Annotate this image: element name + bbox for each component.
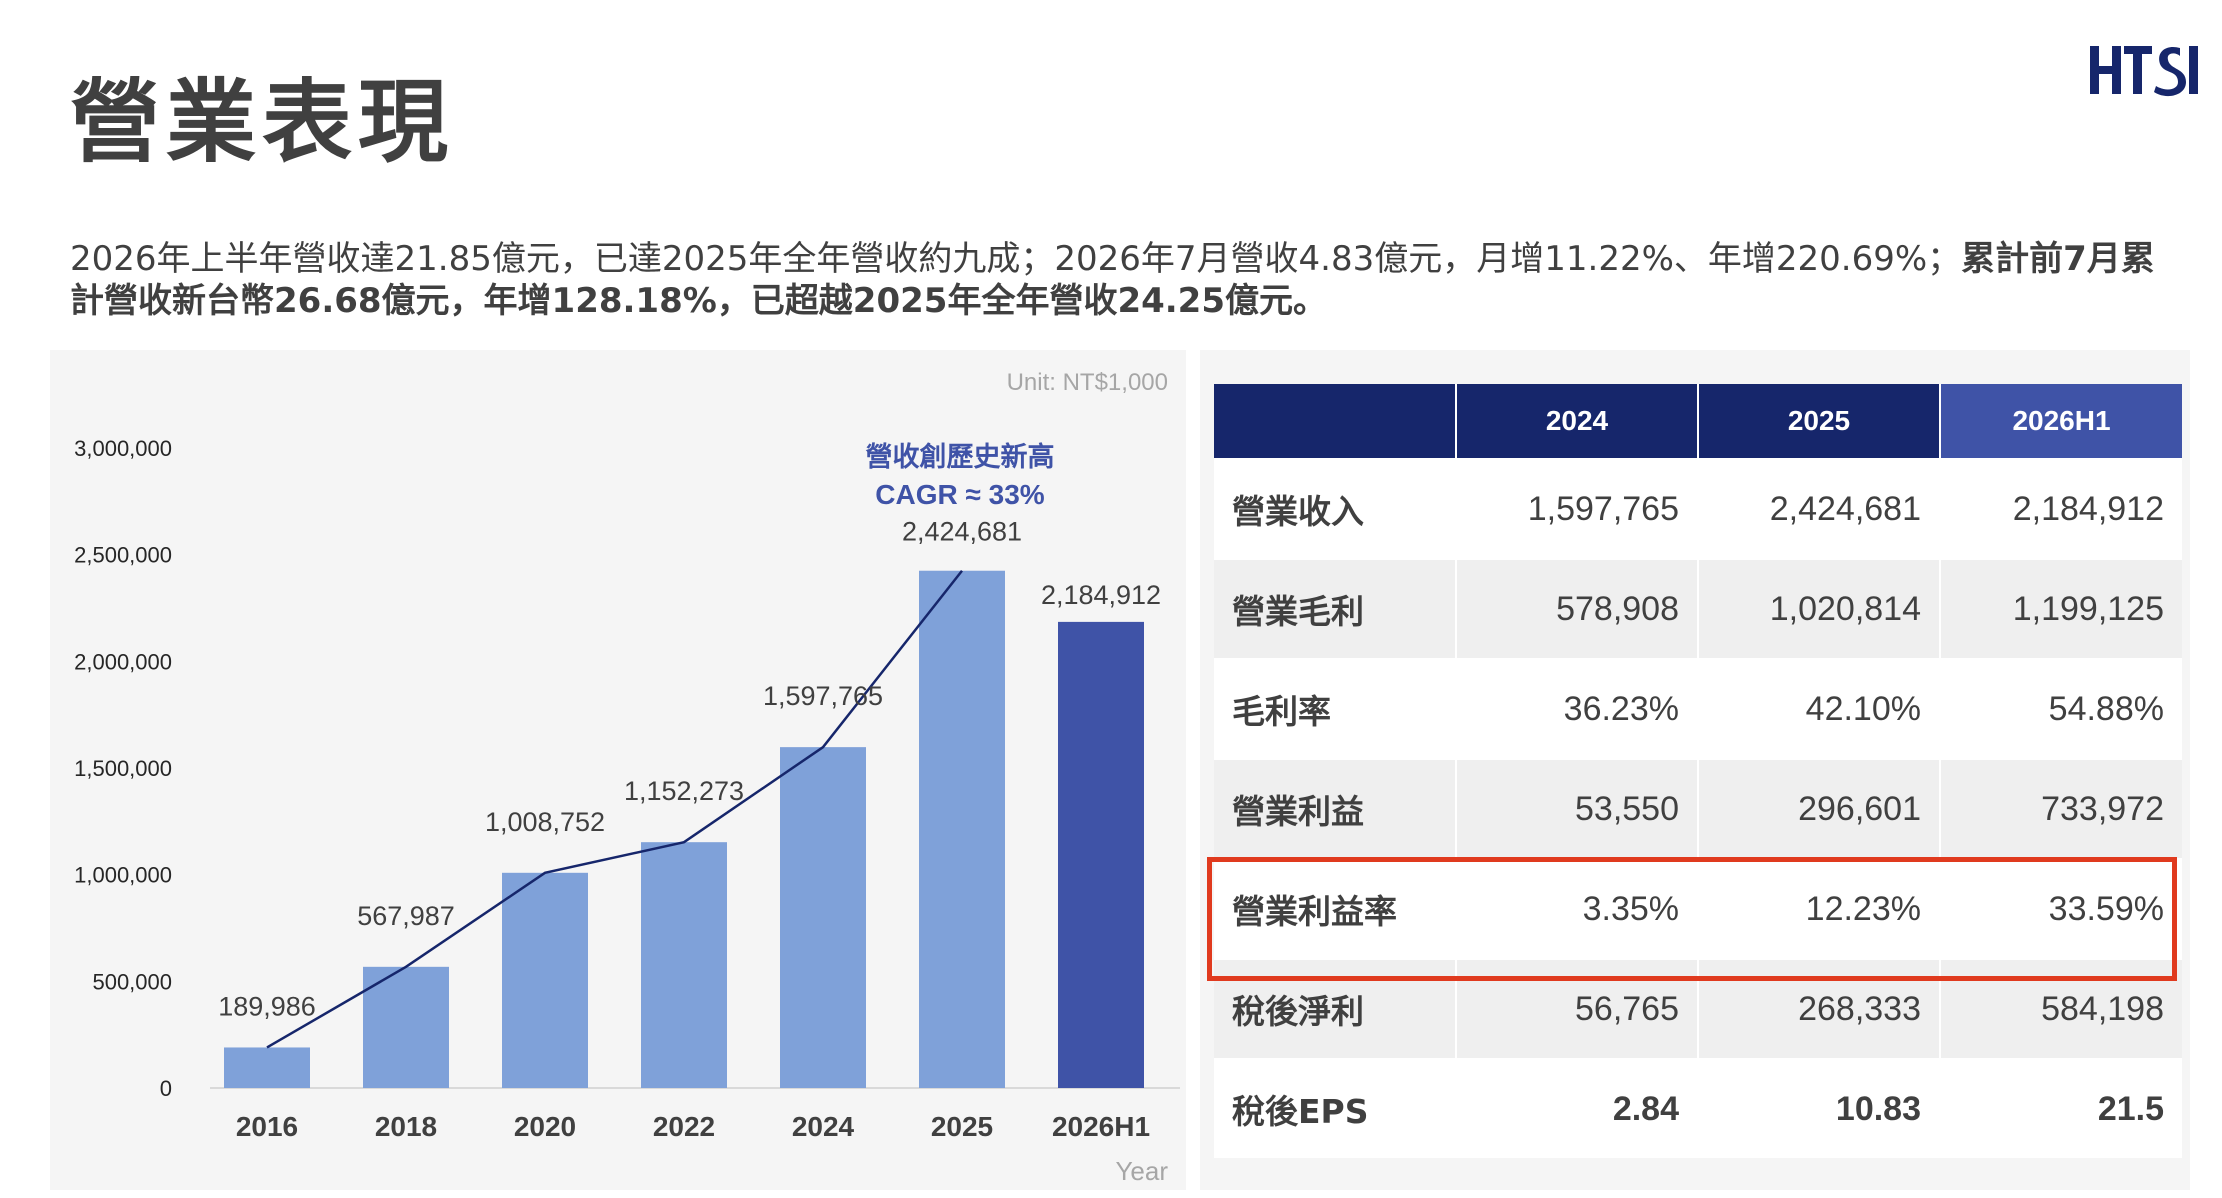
value-label-2024: 1,597,765 <box>763 681 883 711</box>
revenue-bar-chart: Unit: NT$1,000 0 500,000 1,000,000 1,500,000… <box>74 369 1180 1186</box>
table-cell: 296,601 <box>1698 758 1941 859</box>
x-tick-label-2025: 2025 <box>931 1111 993 1142</box>
table-cell: 36.23% <box>1456 658 1699 759</box>
y-tick-label: 2,000,000 <box>74 649 172 674</box>
table-cell: 53,550 <box>1456 758 1699 859</box>
table-cell: 21.5 <box>1940 1058 2182 1158</box>
table-cell: 578,908 <box>1456 558 1699 659</box>
table-cell: 1,199,125 <box>1940 558 2182 659</box>
bar-2018 <box>363 966 449 1088</box>
financial-table: 2024 2025 2026H1 營業收入 1,597,765 2,424,68… <box>1214 384 2182 1158</box>
summary-normal: 2026年上半年營收達21.85億元，已達2025年全年營收約九成；2026年7… <box>70 239 1962 279</box>
table-cell: 33.59% <box>1940 858 2182 959</box>
row-label: 營業毛利 <box>1214 558 1457 659</box>
y-tick-label: 3,000,000 <box>74 436 172 461</box>
table-cell: 1,020,814 <box>1698 558 1941 659</box>
row-label: 毛利率 <box>1214 658 1457 759</box>
value-label-2020: 1,008,752 <box>485 807 605 837</box>
bar-2020 <box>502 872 588 1088</box>
y-tick-label: 0 <box>160 1076 172 1101</box>
table-header-2026h1: 2026H1 <box>1940 384 2182 459</box>
row-label: 稅後EPS <box>1214 1058 1457 1158</box>
table-cell: 2,184,912 <box>1940 458 2182 559</box>
table-cell: 42.10% <box>1698 658 1941 759</box>
table-cell: 12.23% <box>1698 858 1941 959</box>
bar-2026H1 <box>1058 621 1144 1088</box>
annotation-cagr: CAGR ≈ 33% <box>875 479 1045 510</box>
table-cell: 54.88% <box>1940 658 2182 759</box>
row-label: 營業收入 <box>1214 458 1457 559</box>
table-row: 營業利益 53,550 296,601 733,972 <box>1214 758 2182 859</box>
financial-table-panel: 2024 2025 2026H1 營業收入 1,597,765 2,424,68… <box>1200 350 2190 1190</box>
value-label-2022: 1,152,273 <box>624 776 744 806</box>
x-tick-label-2018: 2018 <box>375 1111 437 1142</box>
bar-2016 <box>224 1047 310 1088</box>
table-cell: 2.84 <box>1456 1058 1699 1158</box>
bar-2025 <box>919 570 1005 1088</box>
revenue-chart-panel: Unit: NT$1,000 0 500,000 1,000,000 1,500,000… <box>50 350 1186 1190</box>
x-tick-label-2026H1: 2026H1 <box>1052 1111 1150 1142</box>
value-label-2016: 189,986 <box>218 991 316 1021</box>
bar-2022 <box>641 842 727 1088</box>
table-cell: 268,333 <box>1698 958 1941 1059</box>
htsi-logo <box>2090 46 2198 97</box>
value-label-2018: 567,987 <box>357 901 455 931</box>
row-label: 營業利益 <box>1214 758 1457 859</box>
y-tick-label: 2,500,000 <box>74 543 172 568</box>
table-header-2025: 2025 <box>1698 384 1941 459</box>
bar-2024 <box>780 747 866 1088</box>
table-cell: 1,597,765 <box>1456 458 1699 559</box>
table-cell: 2,424,681 <box>1698 458 1941 559</box>
annotation-record-high: 營收創歷史新高 <box>866 441 1055 473</box>
table-cell: 584,198 <box>1940 958 2182 1059</box>
y-tick-label: 500,000 <box>92 969 172 994</box>
y-tick-label: 1,000,000 <box>74 863 172 888</box>
row-label: 稅後淨利 <box>1214 958 1457 1059</box>
table-row: 毛利率 36.23% 42.10% 54.88% <box>1214 658 2182 759</box>
trend-line <box>266 569 963 1049</box>
summary-text: 2026年上半年營收達21.85億元，已達2025年全年營收約九成；2026年7… <box>70 238 2170 322</box>
table-cell: 10.83 <box>1698 1058 1941 1158</box>
table-header-row: 2024 2025 2026H1 <box>1214 384 2182 459</box>
x-axis-title: Year <box>1115 1156 1168 1186</box>
table-row: 稅後淨利 56,765 268,333 584,198 <box>1214 958 2182 1059</box>
y-tick-label: 1,500,000 <box>74 756 172 781</box>
table-row-highlighted: 營業利益率 3.35% 12.23% 33.59% <box>1214 858 2182 959</box>
table-cell: 733,972 <box>1940 758 2182 859</box>
x-tick-label-2020: 2020 <box>514 1111 576 1142</box>
x-tick-label-2022: 2022 <box>653 1111 715 1142</box>
x-tick-label-2024: 2024 <box>792 1111 855 1142</box>
table-header-2024: 2024 <box>1456 384 1699 459</box>
unit-label: Unit: NT$1,000 <box>1007 369 1168 396</box>
table-header-corner <box>1214 384 1457 459</box>
value-label-2025: 2,424,681 <box>902 517 1022 547</box>
summary-bold: 累計前7月累計營收新台幣26.68億元，年增128.18%，已超越2025年全年… <box>70 239 2155 321</box>
table-row: 稅後EPS 2.84 10.83 21.5 <box>1214 1058 2182 1158</box>
value-label-2026H1: 2,184,912 <box>1041 580 1161 610</box>
table-cell: 56,765 <box>1456 958 1699 1059</box>
row-label: 營業利益率 <box>1214 858 1457 959</box>
table-row: 營業毛利 578,908 1,020,814 1,199,125 <box>1214 558 2182 659</box>
table-cell: 3.35% <box>1456 858 1699 959</box>
x-tick-label-2016: 2016 <box>236 1111 298 1142</box>
page-title: 營業表現 <box>70 70 454 175</box>
table-row: 營業收入 1,597,765 2,424,681 2,184,912 <box>1214 458 2182 559</box>
